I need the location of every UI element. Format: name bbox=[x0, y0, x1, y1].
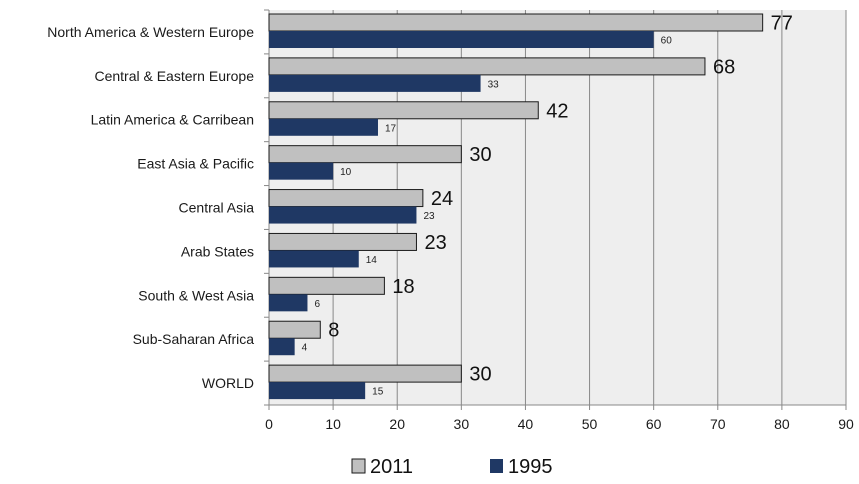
data-label-2011: 30 bbox=[469, 144, 491, 166]
data-label-2011: 77 bbox=[771, 13, 793, 35]
data-label-1995: 33 bbox=[488, 79, 500, 90]
bar-2011 bbox=[268, 276, 385, 295]
data-label-1995: 4 bbox=[302, 343, 308, 354]
bar-2011 bbox=[268, 145, 462, 164]
x-tick-label: 30 bbox=[454, 416, 470, 432]
legend-label-1995: 1995 bbox=[508, 456, 553, 478]
bar-2011 bbox=[268, 189, 424, 208]
category-label: WORLD bbox=[202, 375, 254, 391]
category-label: East Asia & Pacific bbox=[137, 156, 254, 172]
bar-2011 bbox=[268, 101, 539, 120]
bar-1995 bbox=[269, 382, 366, 400]
bar-1995 bbox=[269, 31, 654, 48]
legend-label-2011: 2011 bbox=[370, 456, 413, 478]
bar-1995 bbox=[269, 74, 481, 92]
bar-1995 bbox=[269, 338, 295, 356]
bar-2011 bbox=[268, 13, 764, 32]
data-label-2011: 42 bbox=[546, 100, 568, 122]
x-tick-label: 0 bbox=[265, 416, 273, 432]
data-label-1995: 15 bbox=[372, 387, 384, 398]
category-label: Arab States bbox=[181, 243, 254, 259]
data-label-2011: 30 bbox=[469, 364, 491, 386]
bar-2011 bbox=[268, 364, 462, 383]
bar-1995 bbox=[269, 250, 359, 268]
bar-2011 bbox=[268, 320, 321, 339]
data-label-1995: 6 bbox=[314, 299, 320, 310]
x-tick-label: 60 bbox=[646, 416, 662, 432]
data-label-2011: 18 bbox=[392, 276, 414, 298]
legend-swatch-1995 bbox=[490, 459, 503, 473]
data-label-1995: 17 bbox=[385, 123, 397, 134]
data-label-1995: 14 bbox=[366, 255, 378, 266]
category-label: Central & Eastern Europe bbox=[94, 68, 254, 84]
bar-2011 bbox=[268, 57, 706, 76]
bar-2011 bbox=[268, 232, 417, 251]
bar-1995 bbox=[269, 162, 334, 180]
x-tick-label: 70 bbox=[710, 416, 726, 432]
category-label: Sub-Saharan Africa bbox=[133, 331, 255, 347]
data-label-1995: 23 bbox=[423, 211, 435, 222]
bar-1995 bbox=[269, 206, 417, 224]
category-label: Central Asia bbox=[179, 200, 255, 216]
data-label-2011: 23 bbox=[424, 232, 446, 254]
legend-swatch-2011 bbox=[351, 458, 366, 474]
data-label-2011: 8 bbox=[328, 320, 339, 342]
category-label: North America & Western Europe bbox=[47, 24, 254, 40]
data-label-1995: 60 bbox=[661, 36, 673, 47]
data-label-1995: 10 bbox=[340, 167, 352, 178]
x-tick-label: 90 bbox=[838, 416, 854, 432]
data-label-2011: 68 bbox=[713, 56, 735, 78]
bar-1995 bbox=[269, 294, 308, 312]
x-tick-label: 50 bbox=[582, 416, 598, 432]
x-tick-label: 20 bbox=[389, 416, 405, 432]
bar-1995 bbox=[269, 118, 378, 136]
data-label-2011: 24 bbox=[431, 188, 453, 210]
category-label: Latin America & Carribean bbox=[91, 112, 254, 128]
category-label: South & West Asia bbox=[138, 287, 254, 303]
x-tick-label: 10 bbox=[325, 416, 341, 432]
x-tick-label: 80 bbox=[774, 416, 790, 432]
x-tick-label: 40 bbox=[518, 416, 534, 432]
